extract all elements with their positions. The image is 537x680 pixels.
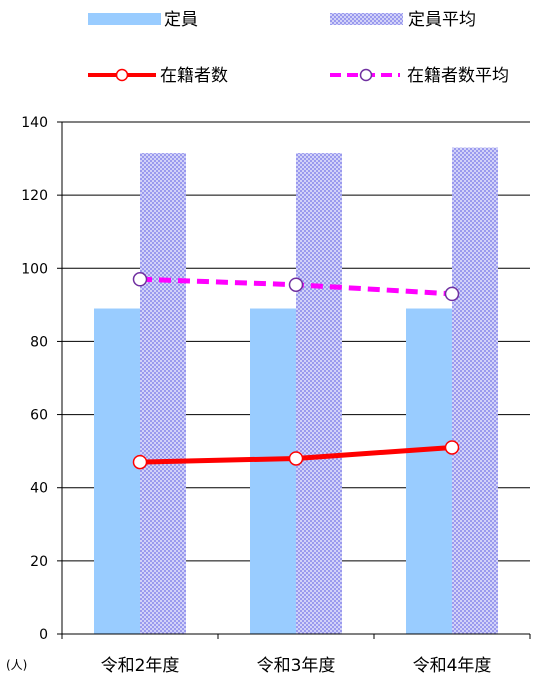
y-tick-label: 0 — [39, 627, 48, 643]
point-zaiseki — [132, 454, 148, 470]
legend-marker-zaiseki-heikin — [359, 68, 373, 82]
legend-label-zaiseki-heikin: 在籍者数平均 — [407, 66, 509, 86]
x-axis-labels: 令和2年度 令和3年度 令和4年度 — [101, 656, 492, 676]
y-tick-label: 140 — [21, 115, 48, 131]
bar-teiin — [250, 308, 296, 634]
bar-teiin — [94, 308, 140, 634]
legend-item-teiin: 定員 — [88, 10, 198, 30]
x-category-label: 令和4年度 — [413, 656, 492, 676]
y-tick-label: 20 — [30, 554, 48, 570]
legend-item-zaiseki: 在籍者数 — [88, 66, 228, 86]
y-tick-label: 100 — [21, 261, 48, 277]
axes — [61, 122, 531, 639]
bar-teiin — [406, 308, 452, 634]
bar-teiin-heikin — [140, 153, 186, 635]
point-zaiseki — [444, 440, 460, 455]
y-tick-label: 40 — [30, 481, 48, 497]
bar-teiin-heikin — [452, 147, 498, 634]
point-zaiseki-heikin — [132, 272, 148, 287]
legend-label-teiin-heikin: 定員平均 — [408, 10, 476, 30]
x-category-label: 令和2年度 — [101, 656, 180, 676]
legend-label-teiin: 定員 — [164, 10, 198, 30]
bars — [94, 147, 498, 635]
y-tick-label: 120 — [21, 188, 48, 204]
y-axis-ticks: 0 20 40 60 80 100 120 140 — [21, 115, 62, 643]
lines — [132, 272, 460, 470]
point-zaiseki — [288, 451, 304, 466]
legend-swatch-teiin — [88, 13, 161, 25]
bar-teiin-heikin — [296, 153, 342, 635]
y-tick-label: 60 — [30, 408, 48, 424]
legend-item-zaiseki-heikin: 在籍者数平均 — [330, 66, 509, 86]
y-tick-label: 80 — [30, 334, 48, 350]
legend: 定員 定員平均 在籍者数 在籍者数平均 — [88, 10, 509, 86]
legend-item-teiin-heikin: 定員平均 — [330, 10, 476, 30]
x-category-label: 令和3年度 — [257, 656, 336, 676]
point-zaiseki-heikin — [288, 277, 304, 292]
legend-marker-zaiseki — [115, 68, 129, 82]
legend-swatch-teiin-heikin — [330, 13, 403, 25]
legend-label-zaiseki: 在籍者数 — [160, 66, 228, 86]
point-zaiseki-heikin — [444, 286, 460, 302]
y-unit-label: (人) — [6, 658, 27, 672]
